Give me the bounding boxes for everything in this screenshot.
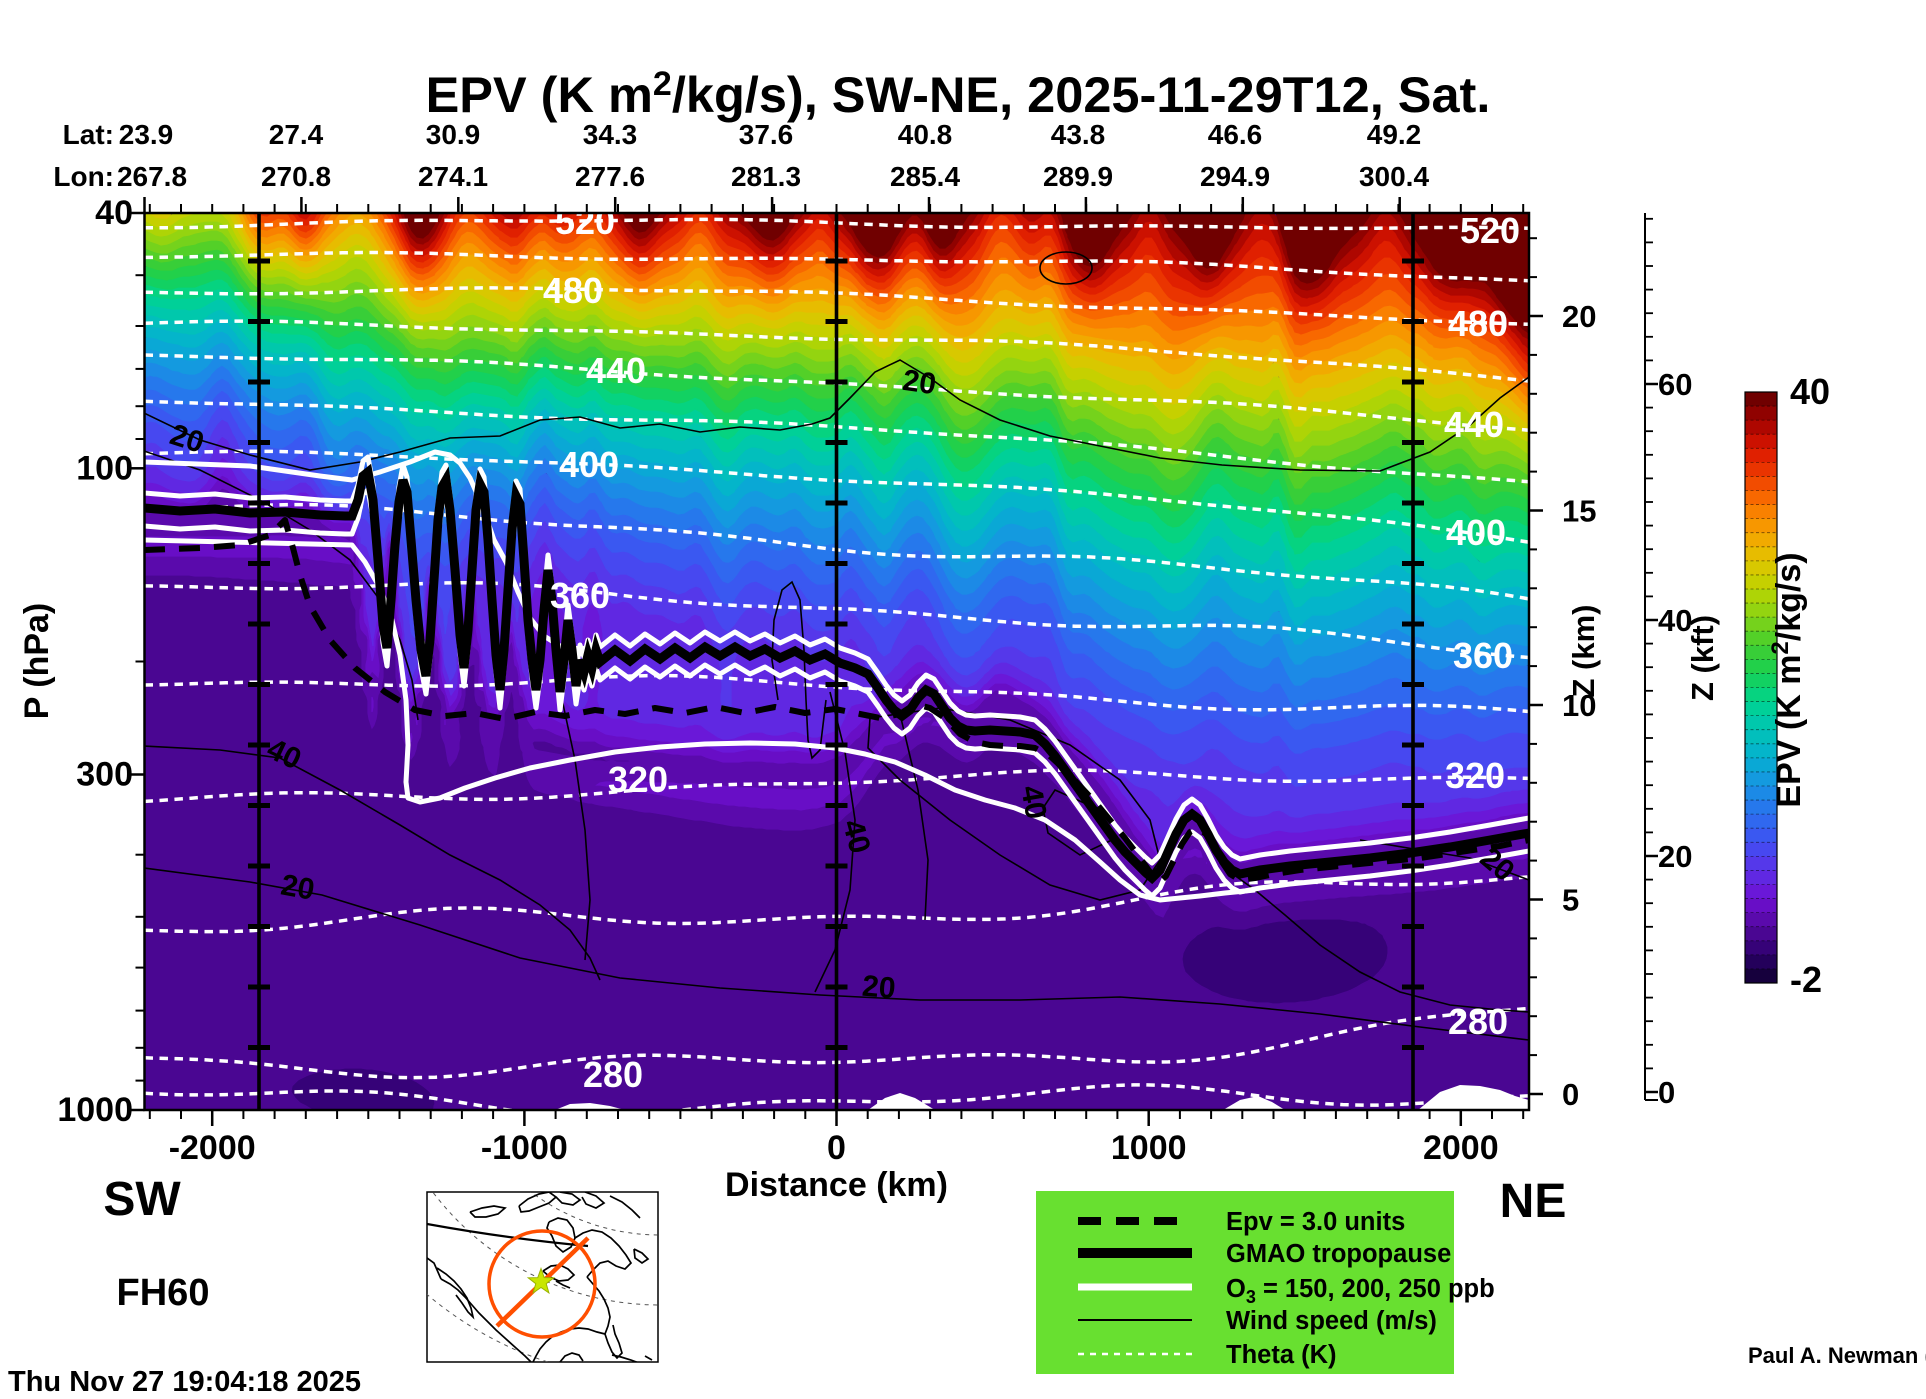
svg-text:300: 300 xyxy=(76,755,133,793)
svg-text:-2: -2 xyxy=(1790,959,1822,1000)
svg-text:281.3: 281.3 xyxy=(731,161,801,192)
svg-text:Theta (K): Theta (K) xyxy=(1226,1341,1337,1369)
svg-text:40: 40 xyxy=(95,194,133,232)
svg-text:Z (kft): Z (kft) xyxy=(1685,615,1720,701)
svg-text:520: 520 xyxy=(1460,210,1520,251)
svg-text:360: 360 xyxy=(1453,635,1513,676)
svg-text:40: 40 xyxy=(1658,603,1692,638)
svg-text:20: 20 xyxy=(901,364,939,401)
svg-text:100: 100 xyxy=(76,449,133,487)
svg-text:520: 520 xyxy=(555,201,615,242)
svg-text:EPV (K m2/kg/s): EPV (K m2/kg/s) xyxy=(1767,552,1808,807)
svg-text:Thu Nov 27 19:04:18 2025: Thu Nov 27 19:04:18 2025 xyxy=(8,1366,361,1394)
svg-text:60: 60 xyxy=(1658,367,1692,402)
svg-text:285.4: 285.4 xyxy=(890,161,960,192)
svg-text:20: 20 xyxy=(278,868,317,906)
svg-text:43.8: 43.8 xyxy=(1051,119,1106,150)
svg-text:1000: 1000 xyxy=(57,1091,133,1129)
svg-text:320: 320 xyxy=(608,759,668,800)
svg-text:Paul A. Newman (NASA: Paul A. Newman (NASA xyxy=(1748,1343,1926,1368)
svg-text:289.9: 289.9 xyxy=(1043,161,1113,192)
svg-text:49.2: 49.2 xyxy=(1367,119,1422,150)
svg-text:Lat:: Lat: xyxy=(63,119,114,150)
svg-text:37.6: 37.6 xyxy=(739,119,794,150)
svg-text:NE: NE xyxy=(1500,1175,1567,1228)
svg-text:40: 40 xyxy=(1014,783,1052,822)
svg-text:400: 400 xyxy=(1446,512,1506,553)
svg-text:30.9: 30.9 xyxy=(426,119,481,150)
svg-text:2000: 2000 xyxy=(1423,1129,1499,1167)
svg-text:Epv = 3.0 units: Epv = 3.0 units xyxy=(1226,1208,1405,1236)
svg-text:280: 280 xyxy=(583,1054,643,1095)
svg-text:SW: SW xyxy=(103,1173,181,1226)
svg-text:34.3: 34.3 xyxy=(583,119,638,150)
svg-text:GMAO tropopause: GMAO tropopause xyxy=(1226,1240,1451,1268)
svg-text:20: 20 xyxy=(1562,299,1596,334)
svg-text:0: 0 xyxy=(827,1129,846,1167)
svg-text:1000: 1000 xyxy=(1111,1129,1187,1167)
svg-text:267.8: 267.8 xyxy=(117,161,187,192)
svg-text:360: 360 xyxy=(550,575,610,616)
svg-text:5: 5 xyxy=(1562,883,1579,918)
svg-text:294.9: 294.9 xyxy=(1200,161,1270,192)
svg-text:440: 440 xyxy=(1444,404,1504,445)
svg-text:O3 = 150, 200, 250 ppb: O3 = 150, 200, 250 ppb xyxy=(1226,1275,1495,1307)
svg-text:P (hPa): P (hPa) xyxy=(18,603,56,720)
svg-text:320: 320 xyxy=(1445,755,1505,796)
svg-text:40.8: 40.8 xyxy=(898,119,953,150)
svg-text:Lon:: Lon: xyxy=(53,161,114,192)
svg-text:Wind speed (m/s): Wind speed (m/s) xyxy=(1226,1307,1437,1335)
svg-text:27.4: 27.4 xyxy=(269,119,324,150)
svg-text:277.6: 277.6 xyxy=(575,161,645,192)
svg-text:23.9: 23.9 xyxy=(119,119,174,150)
svg-text:480: 480 xyxy=(543,270,603,311)
svg-text:-2000: -2000 xyxy=(169,1129,256,1167)
svg-text:280: 280 xyxy=(1448,1001,1508,1042)
svg-text:480: 480 xyxy=(1448,303,1508,344)
svg-text:440: 440 xyxy=(586,350,646,391)
svg-text:274.1: 274.1 xyxy=(418,161,488,192)
svg-text:10: 10 xyxy=(1562,688,1596,723)
svg-text:Z (km): Z (km) xyxy=(1566,605,1601,698)
svg-text:20: 20 xyxy=(1658,839,1692,874)
svg-text:20: 20 xyxy=(861,970,897,1006)
svg-text:-1000: -1000 xyxy=(481,1129,568,1167)
svg-text:270.8: 270.8 xyxy=(261,161,331,192)
svg-text:0: 0 xyxy=(1658,1075,1675,1110)
svg-text:400: 400 xyxy=(559,444,619,485)
svg-text:300.4: 300.4 xyxy=(1359,161,1429,192)
svg-text:Distance (km): Distance (km) xyxy=(725,1166,948,1204)
svg-text:15: 15 xyxy=(1562,494,1596,529)
svg-text:40: 40 xyxy=(1790,371,1830,412)
svg-text:0: 0 xyxy=(1562,1077,1579,1112)
svg-text:FH60: FH60 xyxy=(117,1272,210,1314)
svg-text:46.6: 46.6 xyxy=(1208,119,1263,150)
svg-text:EPV (K m2/kg/s), SW-NE, 2025-1: EPV (K m2/kg/s), SW-NE, 2025-11-29T12, S… xyxy=(426,65,1491,123)
